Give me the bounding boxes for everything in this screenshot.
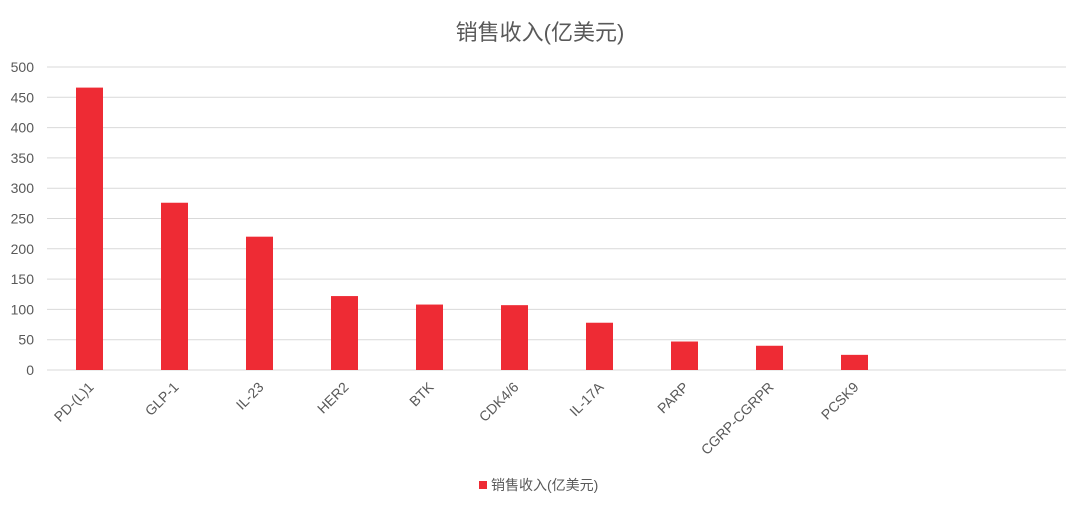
chart-title: 销售收入(亿美元)	[456, 20, 625, 45]
legend: 销售收入(亿美元)	[479, 477, 598, 493]
y-tick-label: 450	[11, 89, 35, 105]
y-tick-label: 100	[11, 301, 35, 317]
bar-PCSK9	[841, 354, 868, 370]
bar-BTK	[416, 304, 443, 370]
bar-IL-17A	[586, 322, 613, 370]
bar-HER2	[331, 296, 358, 370]
bar-PARP	[671, 341, 698, 370]
x-tick-label: PD-(L)1	[51, 379, 97, 425]
bar-CDK4/6	[501, 305, 528, 370]
x-tick-label: PCSK9	[818, 379, 862, 423]
bar-CGRP-CGRPR	[756, 345, 783, 370]
y-tick-label: 300	[11, 180, 35, 196]
x-tick-label: HER2	[314, 379, 352, 417]
legend-swatch	[479, 481, 487, 489]
y-tick-label: 50	[18, 332, 34, 348]
y-tick-label: 150	[11, 271, 35, 287]
legend-label: 销售收入(亿美元)	[491, 477, 598, 493]
x-tick-label: CGRP-CGRPR	[698, 379, 777, 458]
bar-IL-23	[246, 236, 273, 370]
x-tick-label: CDK4/6	[476, 379, 522, 425]
x-tick-label: BTK	[406, 378, 437, 409]
y-tick-label: 350	[11, 150, 35, 166]
x-tick-label: IL-17A	[566, 378, 607, 419]
y-tick-label: 500	[11, 59, 35, 75]
x-tick-label: PARP	[654, 379, 692, 417]
y-tick-label: 0	[26, 362, 34, 378]
bar-GLP-1	[161, 202, 188, 370]
y-tick-label: 400	[11, 120, 35, 136]
y-tick-label: 250	[11, 211, 35, 227]
x-tick-label: IL-23	[233, 379, 267, 413]
bar-PD-(L)1	[76, 87, 103, 370]
y-tick-label: 200	[11, 241, 35, 257]
x-tick-label: GLP-1	[142, 379, 182, 419]
